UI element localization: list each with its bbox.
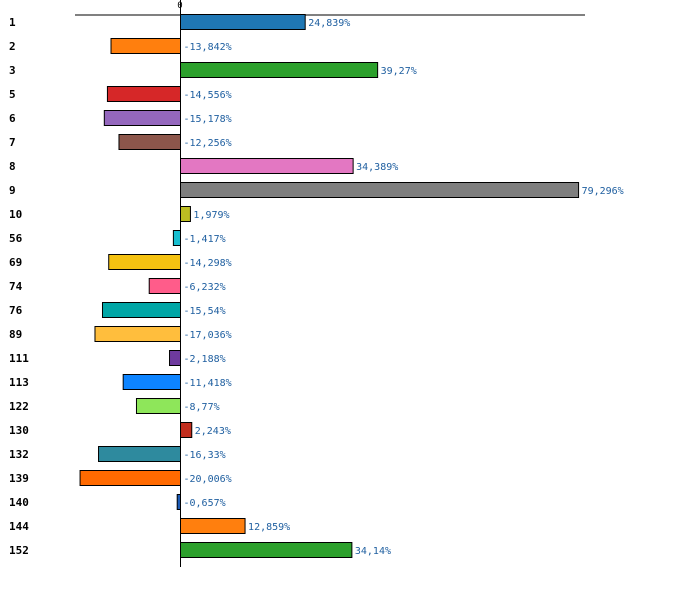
category-label: 8 bbox=[9, 160, 16, 173]
value-label: 79,296% bbox=[582, 186, 624, 197]
bar bbox=[135, 398, 181, 414]
category-label: 3 bbox=[9, 64, 16, 77]
value-label: -20,006% bbox=[184, 474, 232, 485]
category-label: 76 bbox=[9, 304, 23, 317]
value-label: -13,842% bbox=[184, 42, 232, 53]
bar bbox=[101, 302, 181, 318]
category-label: 130 bbox=[9, 424, 29, 437]
category-label: 1 bbox=[9, 16, 16, 29]
bar bbox=[122, 374, 181, 390]
category-label: 111 bbox=[9, 352, 29, 365]
value-label: -17,036% bbox=[184, 330, 232, 341]
category-label: 56 bbox=[9, 232, 23, 245]
bar bbox=[79, 470, 181, 486]
value-label: -1,417% bbox=[184, 234, 226, 245]
category-label: 69 bbox=[9, 256, 22, 269]
bar bbox=[106, 86, 181, 102]
value-label: 34,389% bbox=[356, 162, 398, 173]
value-label: 1,979% bbox=[193, 210, 229, 221]
value-label: -2,188% bbox=[184, 354, 226, 365]
bar bbox=[180, 62, 379, 78]
value-label: -8,77% bbox=[184, 402, 220, 413]
bar bbox=[169, 350, 181, 366]
category-label: 144 bbox=[9, 520, 29, 533]
bar bbox=[148, 278, 182, 294]
bar bbox=[110, 38, 181, 54]
bar bbox=[180, 422, 193, 438]
value-label: 39,27% bbox=[381, 66, 417, 77]
bar bbox=[118, 134, 181, 150]
bar bbox=[180, 518, 246, 534]
category-label: 132 bbox=[9, 448, 29, 461]
value-label: 2,243% bbox=[195, 426, 231, 437]
value-label: -14,556% bbox=[184, 90, 232, 101]
value-label: -15,54% bbox=[184, 306, 226, 317]
category-label: 6 bbox=[9, 112, 16, 125]
value-label: -6,232% bbox=[184, 282, 226, 293]
value-label: -14,298% bbox=[184, 258, 232, 269]
bar bbox=[103, 110, 181, 126]
value-label: -16,33% bbox=[184, 450, 226, 461]
bar bbox=[94, 326, 181, 342]
bar bbox=[180, 542, 353, 558]
category-label: 5 bbox=[9, 88, 16, 101]
value-label: -0,657% bbox=[184, 498, 226, 509]
bar bbox=[180, 14, 306, 30]
value-label: 12,859% bbox=[248, 522, 290, 533]
bar bbox=[108, 254, 181, 270]
value-label: -12,256% bbox=[184, 138, 232, 149]
value-label: -15,178% bbox=[184, 114, 232, 125]
category-label: 113 bbox=[9, 376, 29, 389]
bar bbox=[172, 230, 181, 246]
category-label: 152 bbox=[9, 544, 29, 557]
category-label: 89 bbox=[9, 328, 22, 341]
category-label: 7 bbox=[9, 136, 16, 149]
bar bbox=[180, 158, 354, 174]
value-label: -11,418% bbox=[184, 378, 232, 389]
category-label: 10 bbox=[9, 208, 22, 221]
value-label: 34,14% bbox=[355, 546, 391, 557]
value-label: 24,839% bbox=[308, 18, 350, 29]
category-label: 2 bbox=[9, 40, 16, 53]
category-label: 74 bbox=[9, 280, 23, 293]
category-label: 140 bbox=[9, 496, 29, 509]
category-label: 9 bbox=[9, 184, 16, 197]
bar bbox=[180, 206, 191, 222]
bar bbox=[98, 446, 181, 462]
bar bbox=[180, 182, 580, 198]
category-label: 139 bbox=[9, 472, 29, 485]
category-label: 122 bbox=[9, 400, 29, 413]
bars-group: 1 24,839% 2 -13,842% 3 39,27% 5 -14,556% 6 -15,17… bbox=[9, 14, 624, 558]
